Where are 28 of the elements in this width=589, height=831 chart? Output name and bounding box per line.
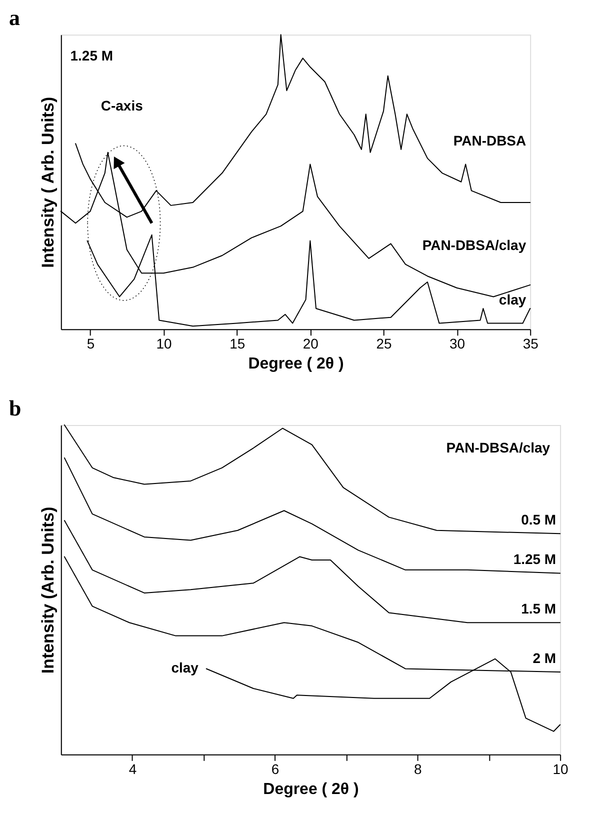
series-label: PAN-DBSA — [453, 132, 526, 149]
x-tick-label: 35 — [522, 336, 539, 352]
x-tick-label: 10 — [552, 760, 569, 777]
series-label: clay — [171, 660, 199, 676]
series-label: PAN-DBSA/clay — [422, 237, 526, 254]
series-label: clay — [498, 292, 526, 308]
x-tick-label: 4 — [128, 760, 137, 777]
chart-title: a — [8, 5, 20, 30]
x-tick-label: 25 — [376, 336, 392, 352]
x-tick-label: 8 — [414, 760, 422, 777]
y-axis-title: Intensity ( Arb. Units) — [38, 96, 58, 268]
series-label: 1.5 M — [521, 600, 556, 617]
annotation: PAN-DBSA/clay — [446, 439, 550, 456]
series-label: 1.25 M — [513, 551, 556, 568]
x-tick-label: 20 — [302, 336, 319, 352]
annotation: C-axis — [100, 97, 144, 114]
x-axis-title: Degree ( 2θ ) — [263, 780, 359, 798]
x-tick-label: 15 — [230, 336, 246, 352]
x-tick-label: 6 — [271, 760, 280, 777]
x-tick-label: 10 — [156, 336, 172, 352]
annotation: 1.25 M — [70, 47, 113, 64]
x-tick-label: 30 — [450, 336, 466, 352]
y-axis-title: Intensity (Arb. Units) — [38, 506, 58, 674]
series-label: 0.5 M — [521, 512, 556, 528]
x-tick-label: 5 — [86, 336, 95, 352]
x-axis-title: Degree ( 2θ ) — [248, 356, 344, 373]
series-label: 2 M — [532, 650, 556, 666]
chart-title: b — [8, 395, 22, 420]
